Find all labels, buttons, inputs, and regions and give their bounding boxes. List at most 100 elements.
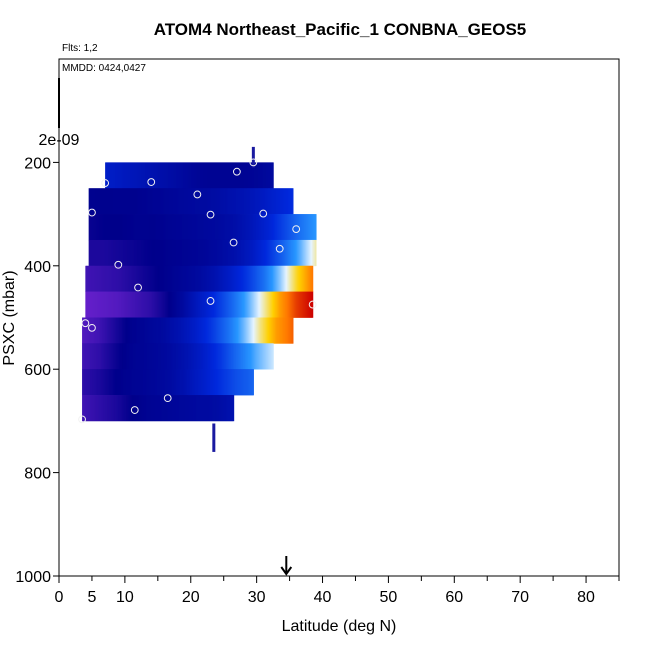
heatmap-cell <box>224 369 226 396</box>
heatmap-cell <box>150 369 152 396</box>
heatmap-cell <box>210 265 213 292</box>
heatmap-cell <box>165 265 168 292</box>
heatmap-cell <box>144 343 146 370</box>
heatmap-cell <box>285 317 288 344</box>
heatmap-cell <box>105 162 107 189</box>
heatmap-cell <box>173 188 176 215</box>
heatmap-cell <box>164 265 167 292</box>
heatmap-cell <box>150 395 153 422</box>
heatmap-cell <box>107 395 110 422</box>
heatmap-cell <box>286 214 289 241</box>
heatmap-cell <box>299 239 302 267</box>
heatmap-cell <box>244 162 246 189</box>
heatmap-cell <box>146 395 149 422</box>
heatmap-cell <box>193 162 195 189</box>
heatmap-cell <box>165 239 168 267</box>
heatmap-cell <box>177 188 180 215</box>
heatmap-cell <box>245 265 248 292</box>
heatmap-cell <box>274 239 277 267</box>
heatmap-cell <box>243 214 246 241</box>
heatmap-cell <box>161 188 164 215</box>
heatmap-cell <box>236 214 239 241</box>
heatmap-cell <box>237 343 239 370</box>
heatmap-cell <box>228 162 230 189</box>
heatmap-cell <box>239 214 242 241</box>
heatmap-cell <box>199 239 202 267</box>
heatmap-cell <box>87 343 89 370</box>
heatmap-cell <box>158 291 161 318</box>
heatmap-cell <box>187 317 190 344</box>
heatmap-cell <box>308 265 311 292</box>
heatmap-cell <box>238 317 241 344</box>
heatmap-cell <box>164 317 167 344</box>
heatmap-cell <box>268 343 270 370</box>
heatmap-cell <box>249 265 252 292</box>
heatmap-cell <box>92 188 95 215</box>
sample-points <box>78 158 317 424</box>
heatmap-cell <box>177 395 180 422</box>
heatmap-cell <box>235 343 237 370</box>
heatmap-cell <box>220 317 223 344</box>
heatmap-cell <box>199 162 201 189</box>
colorbar-label: 2e-09 <box>39 132 80 149</box>
heatmap-cell <box>157 265 160 292</box>
heatmap-cell <box>209 317 212 344</box>
heatmap-cell <box>249 162 251 189</box>
heatmap-cell <box>172 291 175 318</box>
heatmap-cell <box>252 265 255 292</box>
heatmap-cell <box>153 214 156 241</box>
heatmap-cell <box>197 291 200 318</box>
heatmap-cell <box>140 343 142 370</box>
heatmap-cell <box>160 317 163 344</box>
heatmap-cell <box>177 214 180 241</box>
heatmap-cell <box>173 317 176 344</box>
heatmap-cell <box>218 239 221 267</box>
x-tick-label: 70 <box>511 589 529 606</box>
heatmap-cell <box>229 395 232 422</box>
heatmap-cell <box>163 291 166 318</box>
heatmap-cell <box>167 317 170 344</box>
heatmap-cell <box>163 395 166 422</box>
heatmap-cell <box>90 343 92 370</box>
heatmap-cell <box>194 317 197 344</box>
heatmap-cell <box>219 188 222 215</box>
heatmap-cell <box>258 343 260 370</box>
heatmap-cell <box>182 162 184 189</box>
heatmap-cell <box>86 317 88 344</box>
heatmap-cell <box>109 162 111 189</box>
heatmap-cell <box>281 291 284 318</box>
heatmap-cell <box>201 343 203 370</box>
heatmap-cell <box>236 188 239 215</box>
heatmap-cell <box>245 343 247 370</box>
heatmap-cell <box>154 214 157 241</box>
heatmap-cell <box>195 265 198 292</box>
heatmap-cell <box>180 265 183 292</box>
heatmap-cell <box>126 239 129 267</box>
heatmap-cell <box>228 343 230 370</box>
heatmap-cell <box>149 239 152 267</box>
heatmap-cell <box>87 317 89 344</box>
heatmap-cell <box>266 343 268 370</box>
heatmap-cell <box>175 343 177 370</box>
heatmap-cell <box>217 239 220 267</box>
heatmap-cell <box>139 291 142 318</box>
heatmap-cell <box>151 265 154 292</box>
heatmap-cell <box>224 291 227 318</box>
heatmap-cell <box>286 291 289 318</box>
heatmap-cell <box>122 343 124 370</box>
heatmap-cell <box>228 369 230 396</box>
heatmap-cell <box>189 239 192 267</box>
heatmap-cell <box>235 369 237 396</box>
heatmap-cell <box>193 291 196 318</box>
heatmap-cell <box>289 265 292 292</box>
heatmap-cell <box>152 265 155 292</box>
heatmap-cell <box>213 162 215 189</box>
heatmap-cell <box>250 214 253 241</box>
heatmap-cell <box>183 239 186 267</box>
heatmap-cell <box>201 291 204 318</box>
heatmap-cell <box>263 214 266 241</box>
heatmap-cell <box>275 317 278 344</box>
heatmap-cell <box>142 369 144 396</box>
heatmap-cell <box>89 369 91 396</box>
heatmap-cell <box>296 291 299 318</box>
